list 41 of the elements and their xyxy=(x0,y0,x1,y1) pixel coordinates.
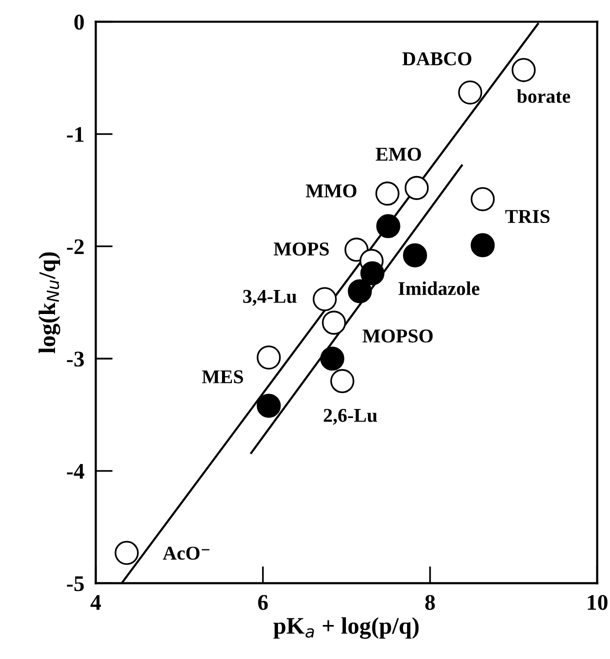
x-tick-label: 4 xyxy=(90,595,101,610)
point xyxy=(470,233,495,258)
annotation: MES xyxy=(202,370,244,384)
annotation: borate xyxy=(516,89,570,103)
x-tick-label: 8 xyxy=(425,594,435,610)
point xyxy=(256,345,281,370)
annotation: DABCO xyxy=(402,52,472,66)
point xyxy=(512,58,536,82)
y-tick-label: -1 xyxy=(66,127,84,142)
point xyxy=(404,176,429,200)
annotation: MMO xyxy=(306,184,356,198)
point xyxy=(330,369,354,394)
x-tick-label: 10 xyxy=(588,594,608,610)
point xyxy=(375,182,400,206)
point xyxy=(320,346,344,371)
y-tick-label: -5 xyxy=(66,576,84,592)
annotation: AcO⁻ xyxy=(162,546,210,560)
annotation: MOPS xyxy=(274,242,329,256)
y-tick-label: -4 xyxy=(66,464,84,479)
point xyxy=(114,540,139,565)
y-tick-label: 0 xyxy=(74,14,84,30)
y-tick-label: -2 xyxy=(66,239,84,254)
point xyxy=(376,214,400,238)
point xyxy=(470,187,495,212)
point xyxy=(322,310,346,335)
y-tick-label: -3 xyxy=(66,352,84,367)
x-axis-title: pK$_{a}$ + log(p/q) xyxy=(273,617,419,639)
point xyxy=(458,80,482,105)
annotation: Imidazole xyxy=(398,281,480,296)
point xyxy=(402,243,428,268)
annotation: 2,6-Lu xyxy=(324,408,378,425)
annotation: 3,4-Lu xyxy=(243,290,297,306)
y-axis-title: log(k$_{Nu}$/q) xyxy=(38,252,60,354)
point xyxy=(312,287,337,312)
point xyxy=(256,394,281,418)
point xyxy=(348,279,372,304)
annotation: TRIS xyxy=(505,210,550,224)
annotation: EMO xyxy=(376,148,421,161)
point xyxy=(360,261,384,286)
x-tick-label: 6 xyxy=(258,595,268,610)
annotation: MOPSO xyxy=(362,329,433,343)
